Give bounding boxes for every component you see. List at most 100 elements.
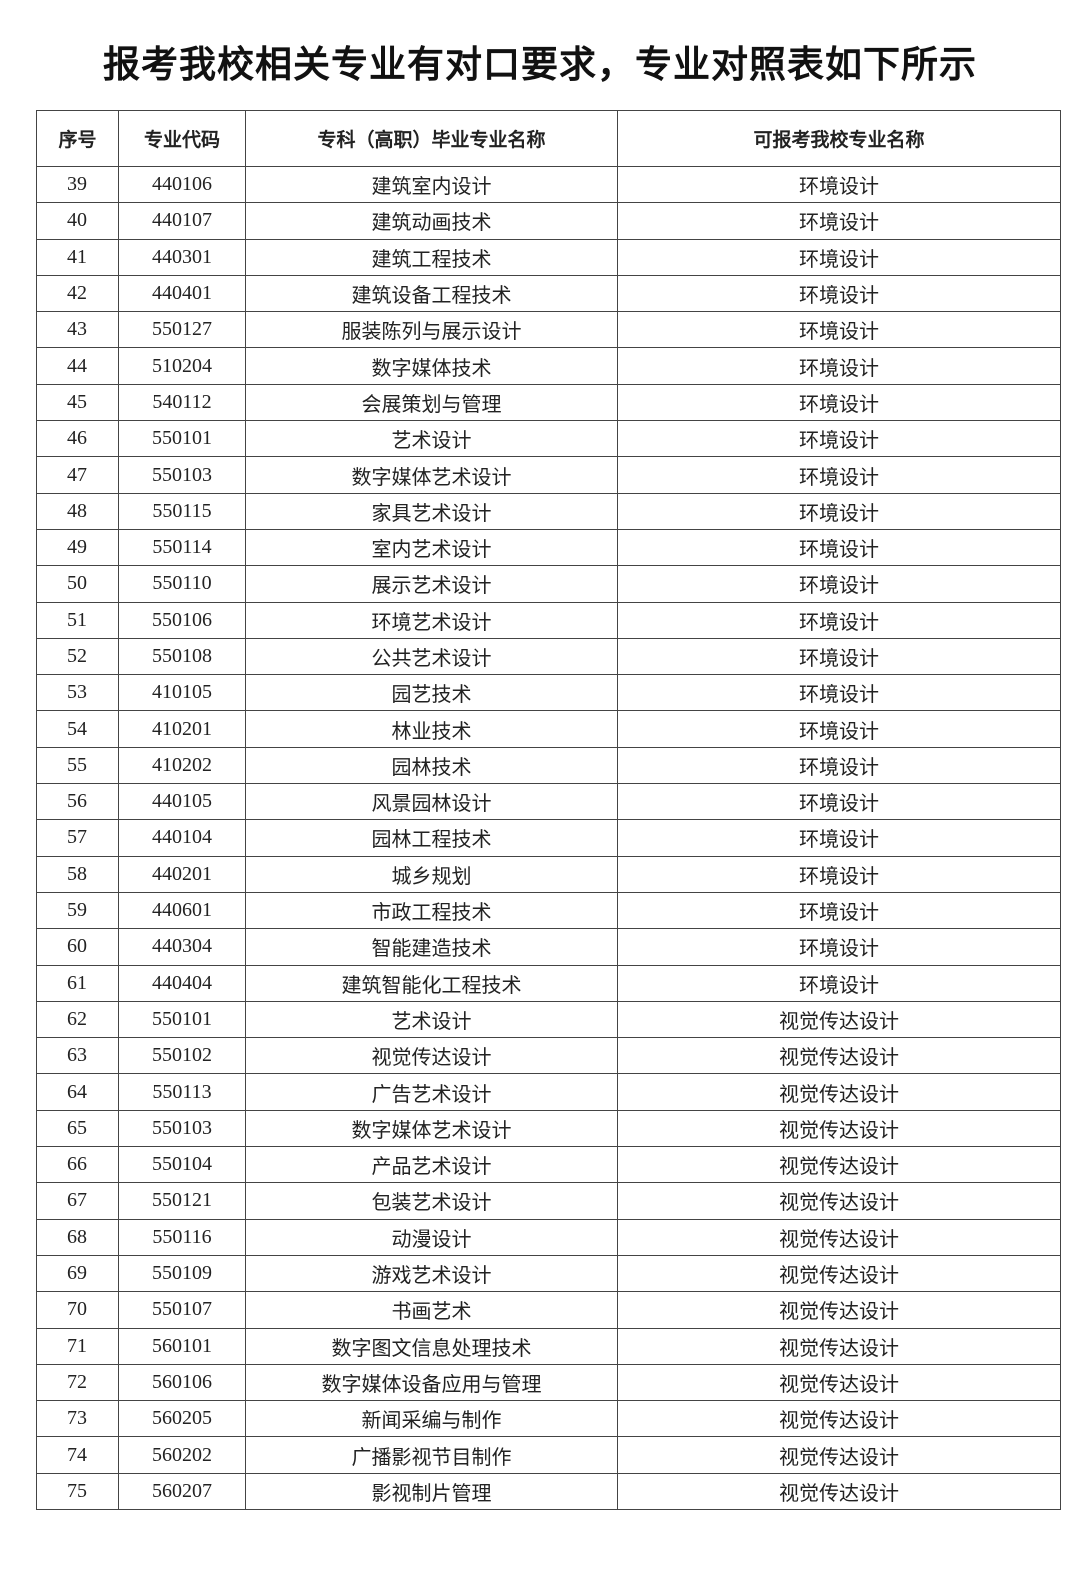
cell-target-major: 视觉传达设计 [617,1327,1061,1365]
table-row: 40 440107 建筑动画技术 环境设计 [36,202,1061,240]
cell-target-major: 环境设计 [617,456,1061,494]
cell-source-major: 建筑动画技术 [245,202,618,240]
cell-seq: 75 [36,1472,119,1510]
cell-code: 550115 [118,492,246,530]
cell-seq: 60 [36,928,119,966]
cell-source-major: 室内艺术设计 [245,528,618,567]
cell-seq: 72 [36,1363,119,1402]
cell-code: 560106 [118,1363,246,1402]
cell-code: 560101 [118,1327,246,1365]
cell-source-major: 园林技术 [245,746,618,785]
cell-code: 410201 [118,710,246,748]
cell-target-major: 环境设计 [617,710,1061,748]
table-row: 43 550127 服装陈列与展示设计 环境设计 [36,311,1061,349]
cell-target-major: 视觉传达设计 [617,1291,1061,1329]
cell-code: 550113 [118,1073,246,1111]
table-row: 58 440201 城乡规划 环境设计 [36,855,1061,893]
cell-target-major: 视觉传达设计 [617,1363,1061,1402]
header-code: 专业代码 [118,110,246,167]
cell-target-major: 视觉传达设计 [617,1472,1061,1510]
cell-source-major: 数字图文信息处理技术 [245,1327,618,1365]
cell-seq: 67 [36,1182,119,1220]
cell-source-major: 智能建造技术 [245,928,618,966]
cell-source-major: 书画艺术 [245,1291,618,1329]
cell-source-major: 环境艺术设计 [245,601,618,639]
cell-target-major: 环境设计 [617,420,1061,458]
cell-source-major: 园艺技术 [245,674,618,712]
cell-seq: 42 [36,274,119,313]
table-row: 55 410202 园林技术 环境设计 [36,746,1061,785]
cell-code: 560202 [118,1436,246,1474]
cell-target-major: 视觉传达设计 [617,1400,1061,1438]
table-row: 73 560205 新闻采编与制作 视觉传达设计 [36,1400,1061,1438]
cell-target-major: 环境设计 [617,565,1061,603]
cell-code: 550107 [118,1291,246,1329]
table-row: 57 440104 园林工程技术 环境设计 [36,819,1061,857]
table-row: 64 550113 广告艺术设计 视觉传达设计 [36,1073,1061,1111]
header-seq: 序号 [36,110,119,167]
cell-code: 440201 [118,855,246,893]
cell-seq: 55 [36,746,119,785]
cell-seq: 59 [36,891,119,930]
cell-code: 550108 [118,637,246,676]
table-row: 71 560101 数字图文信息处理技术 视觉传达设计 [36,1327,1061,1365]
cell-seq: 70 [36,1291,119,1329]
cell-source-major: 公共艺术设计 [245,637,618,676]
table-row: 68 550116 动漫设计 视觉传达设计 [36,1218,1061,1256]
cell-target-major: 环境设计 [617,783,1061,821]
cell-code: 440401 [118,274,246,313]
cell-seq: 69 [36,1254,119,1293]
table-row: 52 550108 公共艺术设计 环境设计 [36,637,1061,676]
table-row: 46 550101 艺术设计 环境设计 [36,420,1061,458]
cell-code: 550127 [118,311,246,349]
cell-code: 410202 [118,746,246,785]
cell-code: 550102 [118,1037,246,1075]
cell-target-major: 环境设计 [617,347,1061,385]
cell-source-major: 数字媒体技术 [245,347,618,385]
cell-seq: 73 [36,1400,119,1438]
cell-seq: 64 [36,1073,119,1111]
cell-target-major: 环境设计 [617,528,1061,567]
cell-target-major: 视觉传达设计 [617,1109,1061,1148]
cell-seq: 62 [36,1000,119,1039]
cell-code: 550109 [118,1254,246,1293]
cell-seq: 41 [36,238,119,276]
table-row: 75 560207 影视制片管理 视觉传达设计 [36,1472,1061,1510]
cell-seq: 68 [36,1218,119,1256]
cell-source-major: 广告艺术设计 [245,1073,618,1111]
cell-source-major: 艺术设计 [245,420,618,458]
cell-seq: 58 [36,855,119,893]
cell-source-major: 视觉传达设计 [245,1037,618,1075]
cell-target-major: 视觉传达设计 [617,1037,1061,1075]
cell-target-major: 环境设计 [617,855,1061,893]
cell-source-major: 建筑工程技术 [245,238,618,276]
cell-seq: 44 [36,347,119,385]
table-row: 72 560106 数字媒体设备应用与管理 视觉传达设计 [36,1363,1061,1402]
table-row: 65 550103 数字媒体艺术设计 视觉传达设计 [36,1109,1061,1148]
cell-target-major: 视觉传达设计 [617,1254,1061,1293]
table-row: 44 510204 数字媒体技术 环境设计 [36,347,1061,385]
cell-seq: 53 [36,674,119,712]
cell-seq: 48 [36,492,119,530]
cell-code: 550101 [118,1000,246,1039]
cell-code: 550114 [118,528,246,567]
table-row: 59 440601 市政工程技术 环境设计 [36,891,1061,930]
cell-seq: 46 [36,420,119,458]
table-row: 47 550103 数字媒体艺术设计 环境设计 [36,456,1061,494]
cell-source-major: 动漫设计 [245,1218,618,1256]
table-row: 49 550114 室内艺术设计 环境设计 [36,528,1061,567]
cell-target-major: 环境设计 [617,674,1061,712]
cell-seq: 43 [36,311,119,349]
page-title: 报考我校相关专业有对口要求，专业对照表如下所示 [103,43,977,86]
table-row: 61 440404 建筑智能化工程技术 环境设计 [36,964,1061,1002]
table-row: 67 550121 包装艺术设计 视觉传达设计 [36,1182,1061,1220]
cell-seq: 40 [36,202,119,240]
cell-code: 550103 [118,456,246,494]
cell-code: 510204 [118,347,246,385]
cell-target-major: 环境设计 [617,274,1061,313]
cell-target-major: 环境设计 [617,819,1061,857]
cell-code: 440106 [118,165,246,204]
cell-target-major: 视觉传达设计 [617,1182,1061,1220]
cell-target-major: 环境设计 [617,637,1061,676]
cell-target-major: 环境设计 [617,964,1061,1002]
